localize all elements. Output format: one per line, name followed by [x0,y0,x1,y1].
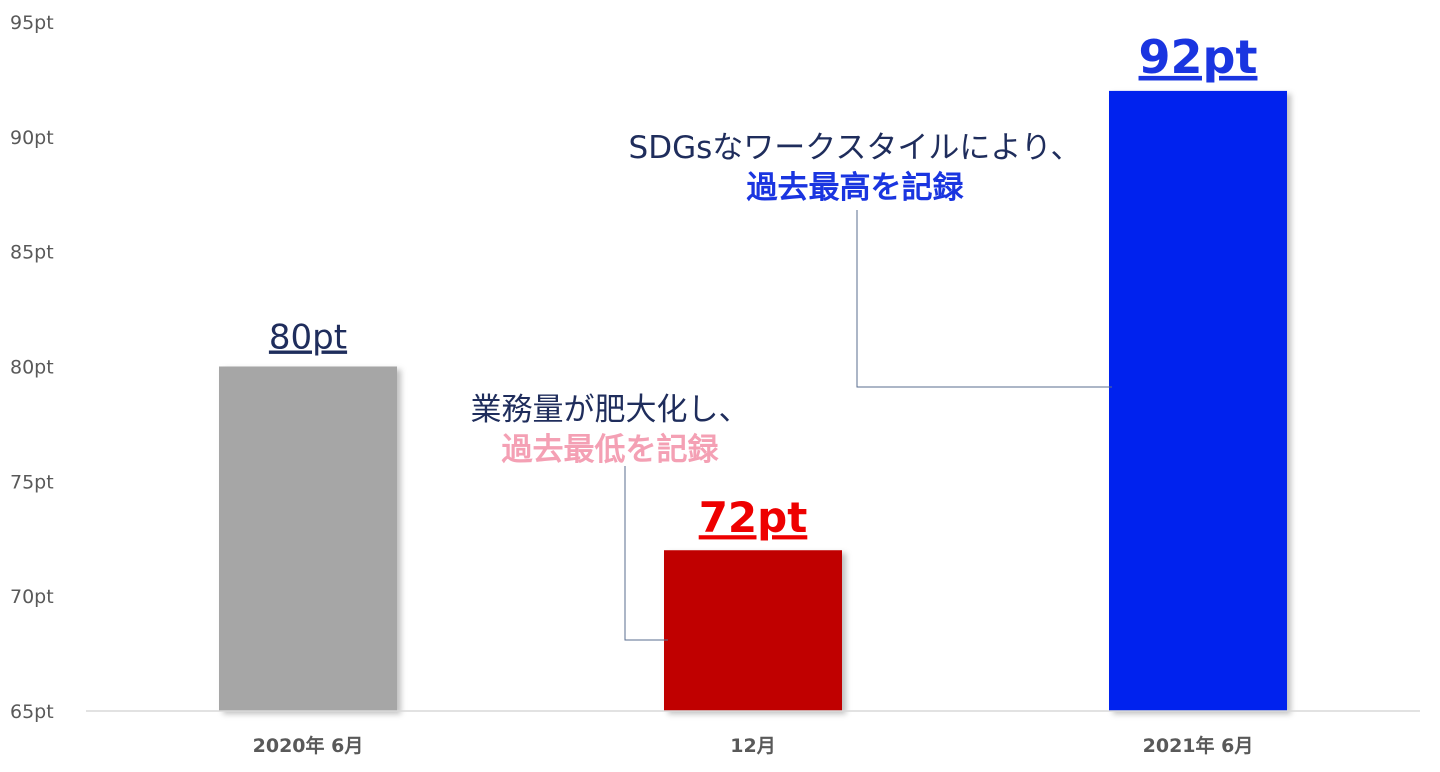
x-tick-label: 2020年 6月 [253,734,364,757]
y-tick-label: 70pt [10,586,54,608]
bar [1109,90,1287,711]
annotation-record-low: 業務量が肥大化し、 過去最低を記録 [430,390,790,470]
bar [219,366,397,711]
y-tick-label: 65pt [10,701,54,723]
data-label: 80pt [269,318,347,358]
annotation-line2: 過去最高を記録 [746,170,964,206]
annotation-line1: 業務量が肥大化し、 [470,392,750,428]
value-labels-group: 80pt 72pt 92pt [269,30,1258,542]
y-tick-label: 85pt [10,242,54,264]
data-label: 92pt [1139,30,1258,84]
y-tick-label: 90pt [10,127,54,149]
x-tick-label: 2021年 6月 [1143,734,1254,757]
annotation-leader-lines [624,210,1112,641]
y-tick-label: 95pt [10,12,54,34]
x-tick-label: 12月 [730,735,775,757]
bars-group [219,90,1287,711]
bar [664,550,842,711]
y-axis-ticks: 65pt 70pt 75pt 80pt 85pt 90pt 95pt [10,12,54,723]
data-label: 72pt [699,493,808,542]
x-axis-ticks: 2020年 6月 12月 2021年 6月 [253,734,1254,757]
annotation-record-high: SDGsなワークスタイルにより、 過去最高を記録 [600,128,1110,208]
y-tick-label: 75pt [10,471,54,493]
y-tick-label: 80pt [10,357,54,379]
leader-line-record-high [856,210,1112,388]
annotation-line2: 過去最低を記録 [501,432,719,468]
leader-line-record-low [624,466,668,641]
annotation-line1: SDGsなワークスタイルにより、 [628,130,1082,166]
